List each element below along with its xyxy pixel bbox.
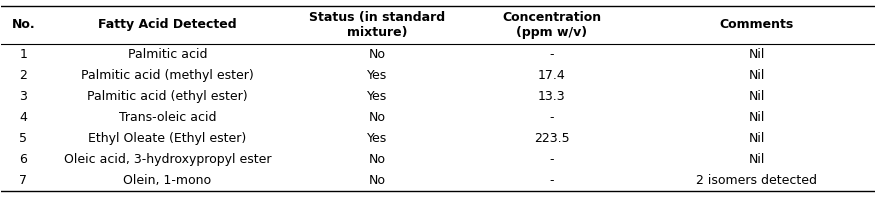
Text: Nil: Nil (748, 153, 765, 166)
Text: Ethyl Oleate (Ethyl ester): Ethyl Oleate (Ethyl ester) (88, 132, 246, 145)
Text: No: No (369, 48, 385, 61)
Text: Fatty Acid Detected: Fatty Acid Detected (98, 18, 237, 31)
Text: 17.4: 17.4 (538, 69, 565, 82)
Text: Concentration
(ppm w/v): Concentration (ppm w/v) (502, 11, 601, 39)
Text: No: No (369, 174, 385, 187)
Text: Nil: Nil (748, 48, 765, 61)
Text: Palmitic acid: Palmitic acid (128, 48, 207, 61)
Text: Comments: Comments (719, 18, 794, 31)
Text: Yes: Yes (367, 69, 387, 82)
Text: Yes: Yes (367, 132, 387, 145)
Text: Olein, 1-mono: Olein, 1-mono (124, 174, 211, 187)
Text: No: No (369, 153, 385, 166)
Text: 7: 7 (19, 174, 27, 187)
Text: No: No (369, 111, 385, 124)
Text: Oleic acid, 3-hydroxypropyl ester: Oleic acid, 3-hydroxypropyl ester (64, 153, 271, 166)
Text: Nil: Nil (748, 132, 765, 145)
Text: No.: No. (11, 18, 35, 31)
Text: 13.3: 13.3 (538, 90, 565, 103)
Text: Status (in standard
mixture): Status (in standard mixture) (309, 11, 445, 39)
Text: 2 isomers detected: 2 isomers detected (696, 174, 817, 187)
Text: -: - (549, 111, 554, 124)
Text: Palmitic acid (ethyl ester): Palmitic acid (ethyl ester) (87, 90, 248, 103)
Text: 2: 2 (19, 69, 27, 82)
Text: 5: 5 (19, 132, 27, 145)
Text: Nil: Nil (748, 69, 765, 82)
Text: 6: 6 (19, 153, 27, 166)
Text: -: - (549, 48, 554, 61)
Text: Palmitic acid (methyl ester): Palmitic acid (methyl ester) (81, 69, 254, 82)
Text: Yes: Yes (367, 90, 387, 103)
Text: 3: 3 (19, 90, 27, 103)
Text: Nil: Nil (748, 111, 765, 124)
Text: -: - (549, 153, 554, 166)
Text: 4: 4 (19, 111, 27, 124)
Text: Trans-oleic acid: Trans-oleic acid (118, 111, 216, 124)
Text: -: - (549, 174, 554, 187)
Text: Nil: Nil (748, 90, 765, 103)
Text: 1: 1 (19, 48, 27, 61)
Text: 223.5: 223.5 (533, 132, 569, 145)
